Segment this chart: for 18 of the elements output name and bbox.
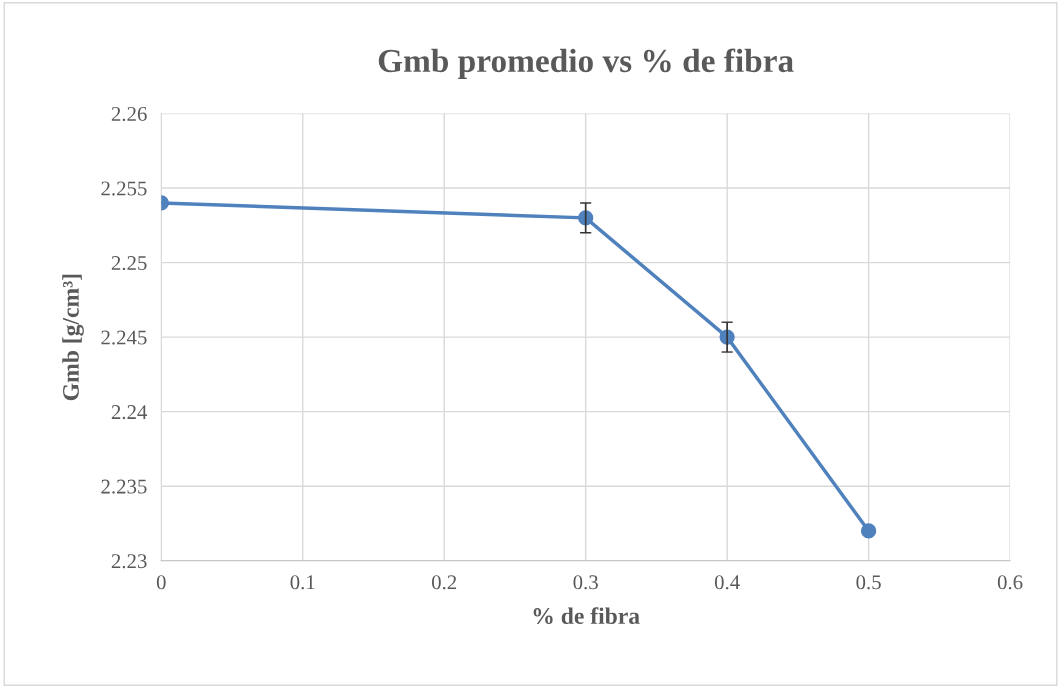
y-tick-label: 2.245 xyxy=(101,330,147,345)
y-tick-label: 2.24 xyxy=(111,405,148,420)
x-tick-label: 0.6 xyxy=(997,575,1023,590)
x-tick-label: 0.2 xyxy=(431,575,457,590)
y-tick-label: 2.25 xyxy=(111,256,147,271)
chart-title: Gmb promedio vs % de fibra xyxy=(378,48,794,79)
x-tick-label: 0 xyxy=(156,575,166,590)
y-tick-label: 2.23 xyxy=(111,554,147,569)
x-tick-label: 0.4 xyxy=(714,575,740,590)
y-axis-title: Gmb [g/cm³] xyxy=(62,274,84,401)
point xyxy=(860,523,877,539)
y-tick-label: 2.235 xyxy=(101,479,147,494)
y-tick-label: 2.26 xyxy=(111,106,147,122)
y-tick-label: 2.255 xyxy=(101,181,147,196)
x-axis-title: % de fibra xyxy=(533,607,640,625)
x-tick-label: 0.1 xyxy=(290,575,315,590)
x-tick-label: 0.3 xyxy=(573,575,598,590)
x-tick-label: 0.5 xyxy=(856,575,881,590)
